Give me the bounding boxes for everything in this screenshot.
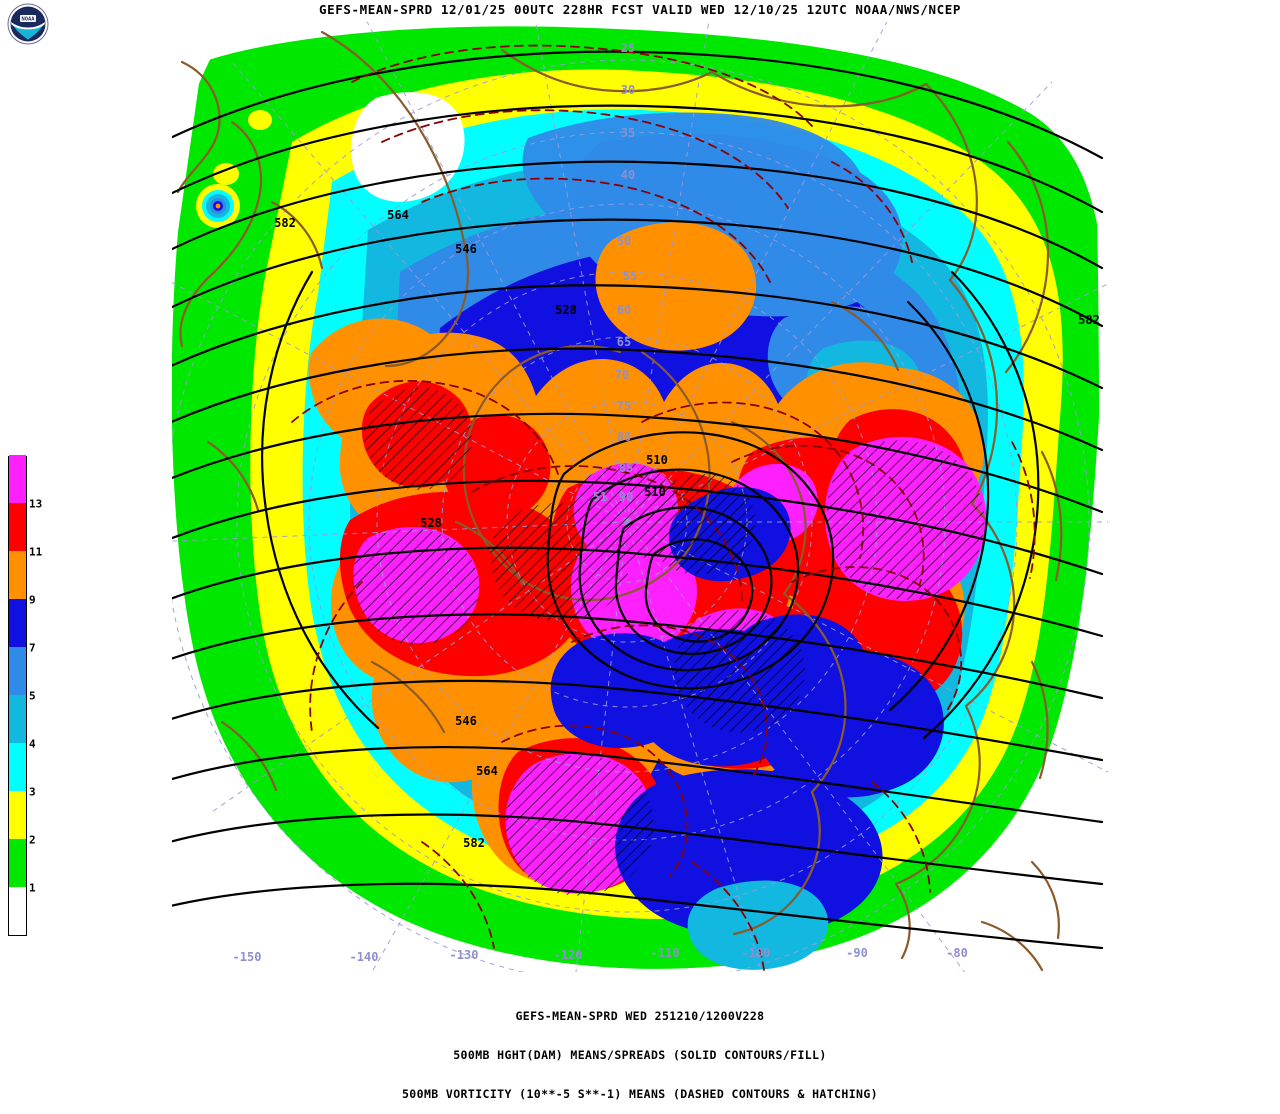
height-contours: [172, 50, 1104, 950]
colorbar-tick-label: 7: [29, 641, 36, 655]
low-spread-bullseye: [196, 184, 240, 228]
colorbar-segment: [9, 551, 26, 599]
colorbar-tick-label: 1: [29, 881, 36, 895]
colorbar-segment: [9, 695, 26, 743]
colorbar-segment: [9, 455, 26, 503]
colorbar-strip: [8, 455, 27, 936]
noaa-logo-text: NOAA: [22, 17, 36, 23]
vorticity-hatching: [353, 387, 985, 896]
colorbar-tick-label: 2: [29, 833, 36, 847]
noaa-logo: NOAA: [7, 3, 49, 45]
page-title: GEFS-MEAN-SPRD 12/01/25 00UTC 228HR FCST…: [319, 2, 961, 17]
colorbar-segment: [9, 743, 26, 791]
colorbar-segment: [9, 791, 26, 839]
map-panel[interactable]: 582 564 546 528 528 510 510 546 564 582 582 25 30 35…: [172, 22, 1108, 972]
colorbar-tick-label: 3: [29, 785, 36, 799]
spread-colorbar: 1 2 3 4 5 7 9 11 13: [8, 455, 48, 938]
colorbar-tick-label: 13: [29, 497, 43, 511]
colorbar-segment: [9, 887, 26, 935]
colorbar-segment: [9, 599, 26, 647]
colorbar-tick-label: 11: [29, 545, 43, 559]
footer-line-3: 500MB VORTICITY (10**-5 S**-1) MEANS (DA…: [401, 1087, 879, 1101]
footer-line-1: GEFS-MEAN-SPRD WED 251210/1200V228: [515, 1009, 765, 1023]
colorbar-tick-label: 9: [29, 593, 36, 607]
colorbar-tick-label: 5: [29, 689, 36, 703]
colorbar-tick-label: 4: [29, 737, 36, 751]
colorbar-segment: [9, 839, 26, 887]
weather-map-canvas: [172, 22, 1108, 972]
colorbar-segment: [9, 503, 26, 551]
footer-caption: GEFS-MEAN-SPRD WED 251210/1200V228 500MB…: [0, 984, 1280, 1114]
colorbar-segment: [9, 647, 26, 695]
footer-line-2: 500MB HGHT(DAM) MEANS/SPREADS (SOLID CON…: [453, 1048, 827, 1062]
